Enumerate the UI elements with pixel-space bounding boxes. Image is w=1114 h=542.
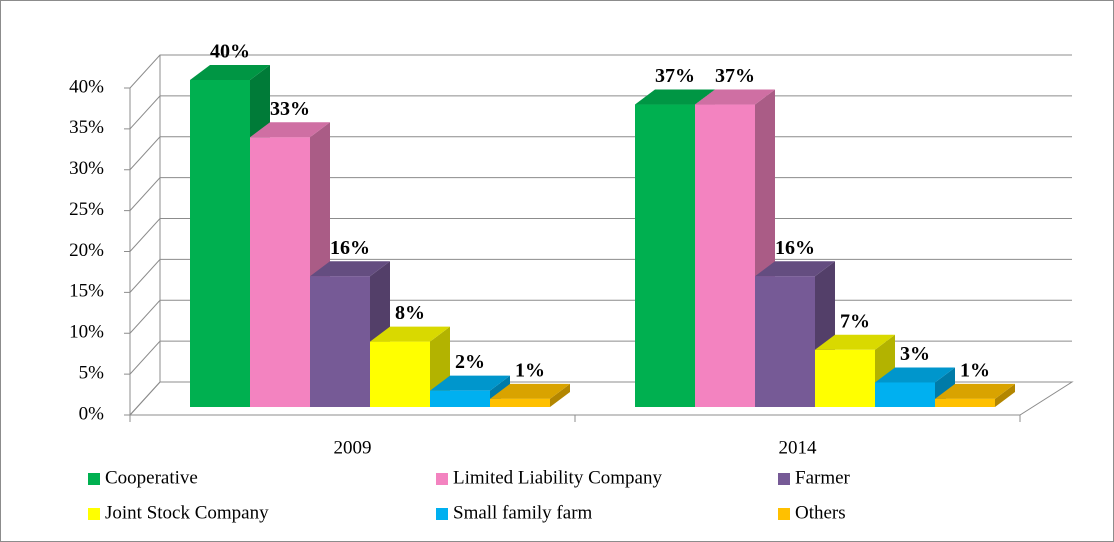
legend-label: Small family farm	[453, 502, 593, 523]
bar	[815, 349, 875, 407]
legend-swatch	[88, 473, 100, 485]
data-label: 3%	[900, 343, 930, 365]
data-label: 40%	[210, 41, 250, 63]
bar	[755, 276, 815, 407]
bar	[430, 390, 490, 407]
y-tick-label: 25%	[69, 199, 104, 220]
y-tick-label: 30%	[69, 158, 104, 179]
data-label: 37%	[715, 65, 755, 87]
data-label: 1%	[515, 359, 545, 381]
legend-swatch	[778, 473, 790, 485]
legend-label: Farmer	[795, 467, 851, 488]
legend-label: Joint Stock Company	[105, 502, 269, 523]
bar	[250, 137, 310, 407]
y-tick-label: 35%	[69, 117, 104, 138]
bar-top	[490, 383, 570, 399]
grid-line	[129, 54, 1072, 89]
bar-top	[190, 65, 270, 80]
y-tick-label: 0%	[79, 403, 105, 424]
bar-top	[310, 261, 390, 277]
bar	[635, 104, 695, 408]
y-tick-label: 20%	[69, 240, 104, 261]
bar	[695, 104, 755, 408]
bar	[190, 80, 250, 407]
bar-top	[755, 261, 835, 277]
data-label: 16%	[330, 237, 370, 259]
bar-side	[550, 383, 570, 407]
data-label: 16%	[775, 237, 815, 259]
bar-top	[875, 367, 955, 383]
y-tick-label: 15%	[69, 281, 104, 302]
bar-top	[695, 89, 775, 105]
bar-top	[635, 89, 715, 105]
legend-swatch	[436, 473, 448, 485]
bar	[875, 382, 935, 407]
data-label: 33%	[270, 98, 310, 120]
x-tick-label: 2009	[334, 437, 372, 458]
x-tick-label: 2014	[779, 437, 818, 458]
legend-label: Others	[795, 502, 846, 523]
bar-top	[815, 334, 895, 350]
bar	[490, 398, 550, 407]
bar-top	[370, 326, 450, 342]
data-label: 7%	[840, 310, 870, 332]
y-tick-label: 5%	[79, 362, 105, 383]
legend-label: Limited Liability Company	[453, 467, 662, 488]
bar-top	[250, 122, 330, 138]
bar-side	[995, 383, 1015, 407]
bar	[370, 341, 430, 407]
data-label: 2%	[455, 351, 485, 373]
legend-swatch	[436, 508, 448, 520]
data-label: 8%	[395, 302, 425, 324]
legend-swatch	[778, 508, 790, 520]
bar	[310, 276, 370, 407]
legend-swatch	[88, 508, 100, 520]
data-label: 37%	[655, 65, 695, 87]
data-label: 1%	[960, 359, 990, 381]
y-tick-label: 10%	[69, 322, 104, 343]
bar-top	[430, 375, 510, 391]
legend-label: Cooperative	[105, 467, 198, 488]
bar-top	[935, 383, 1015, 399]
y-tick-label: 40%	[69, 76, 104, 97]
bar	[935, 398, 995, 407]
